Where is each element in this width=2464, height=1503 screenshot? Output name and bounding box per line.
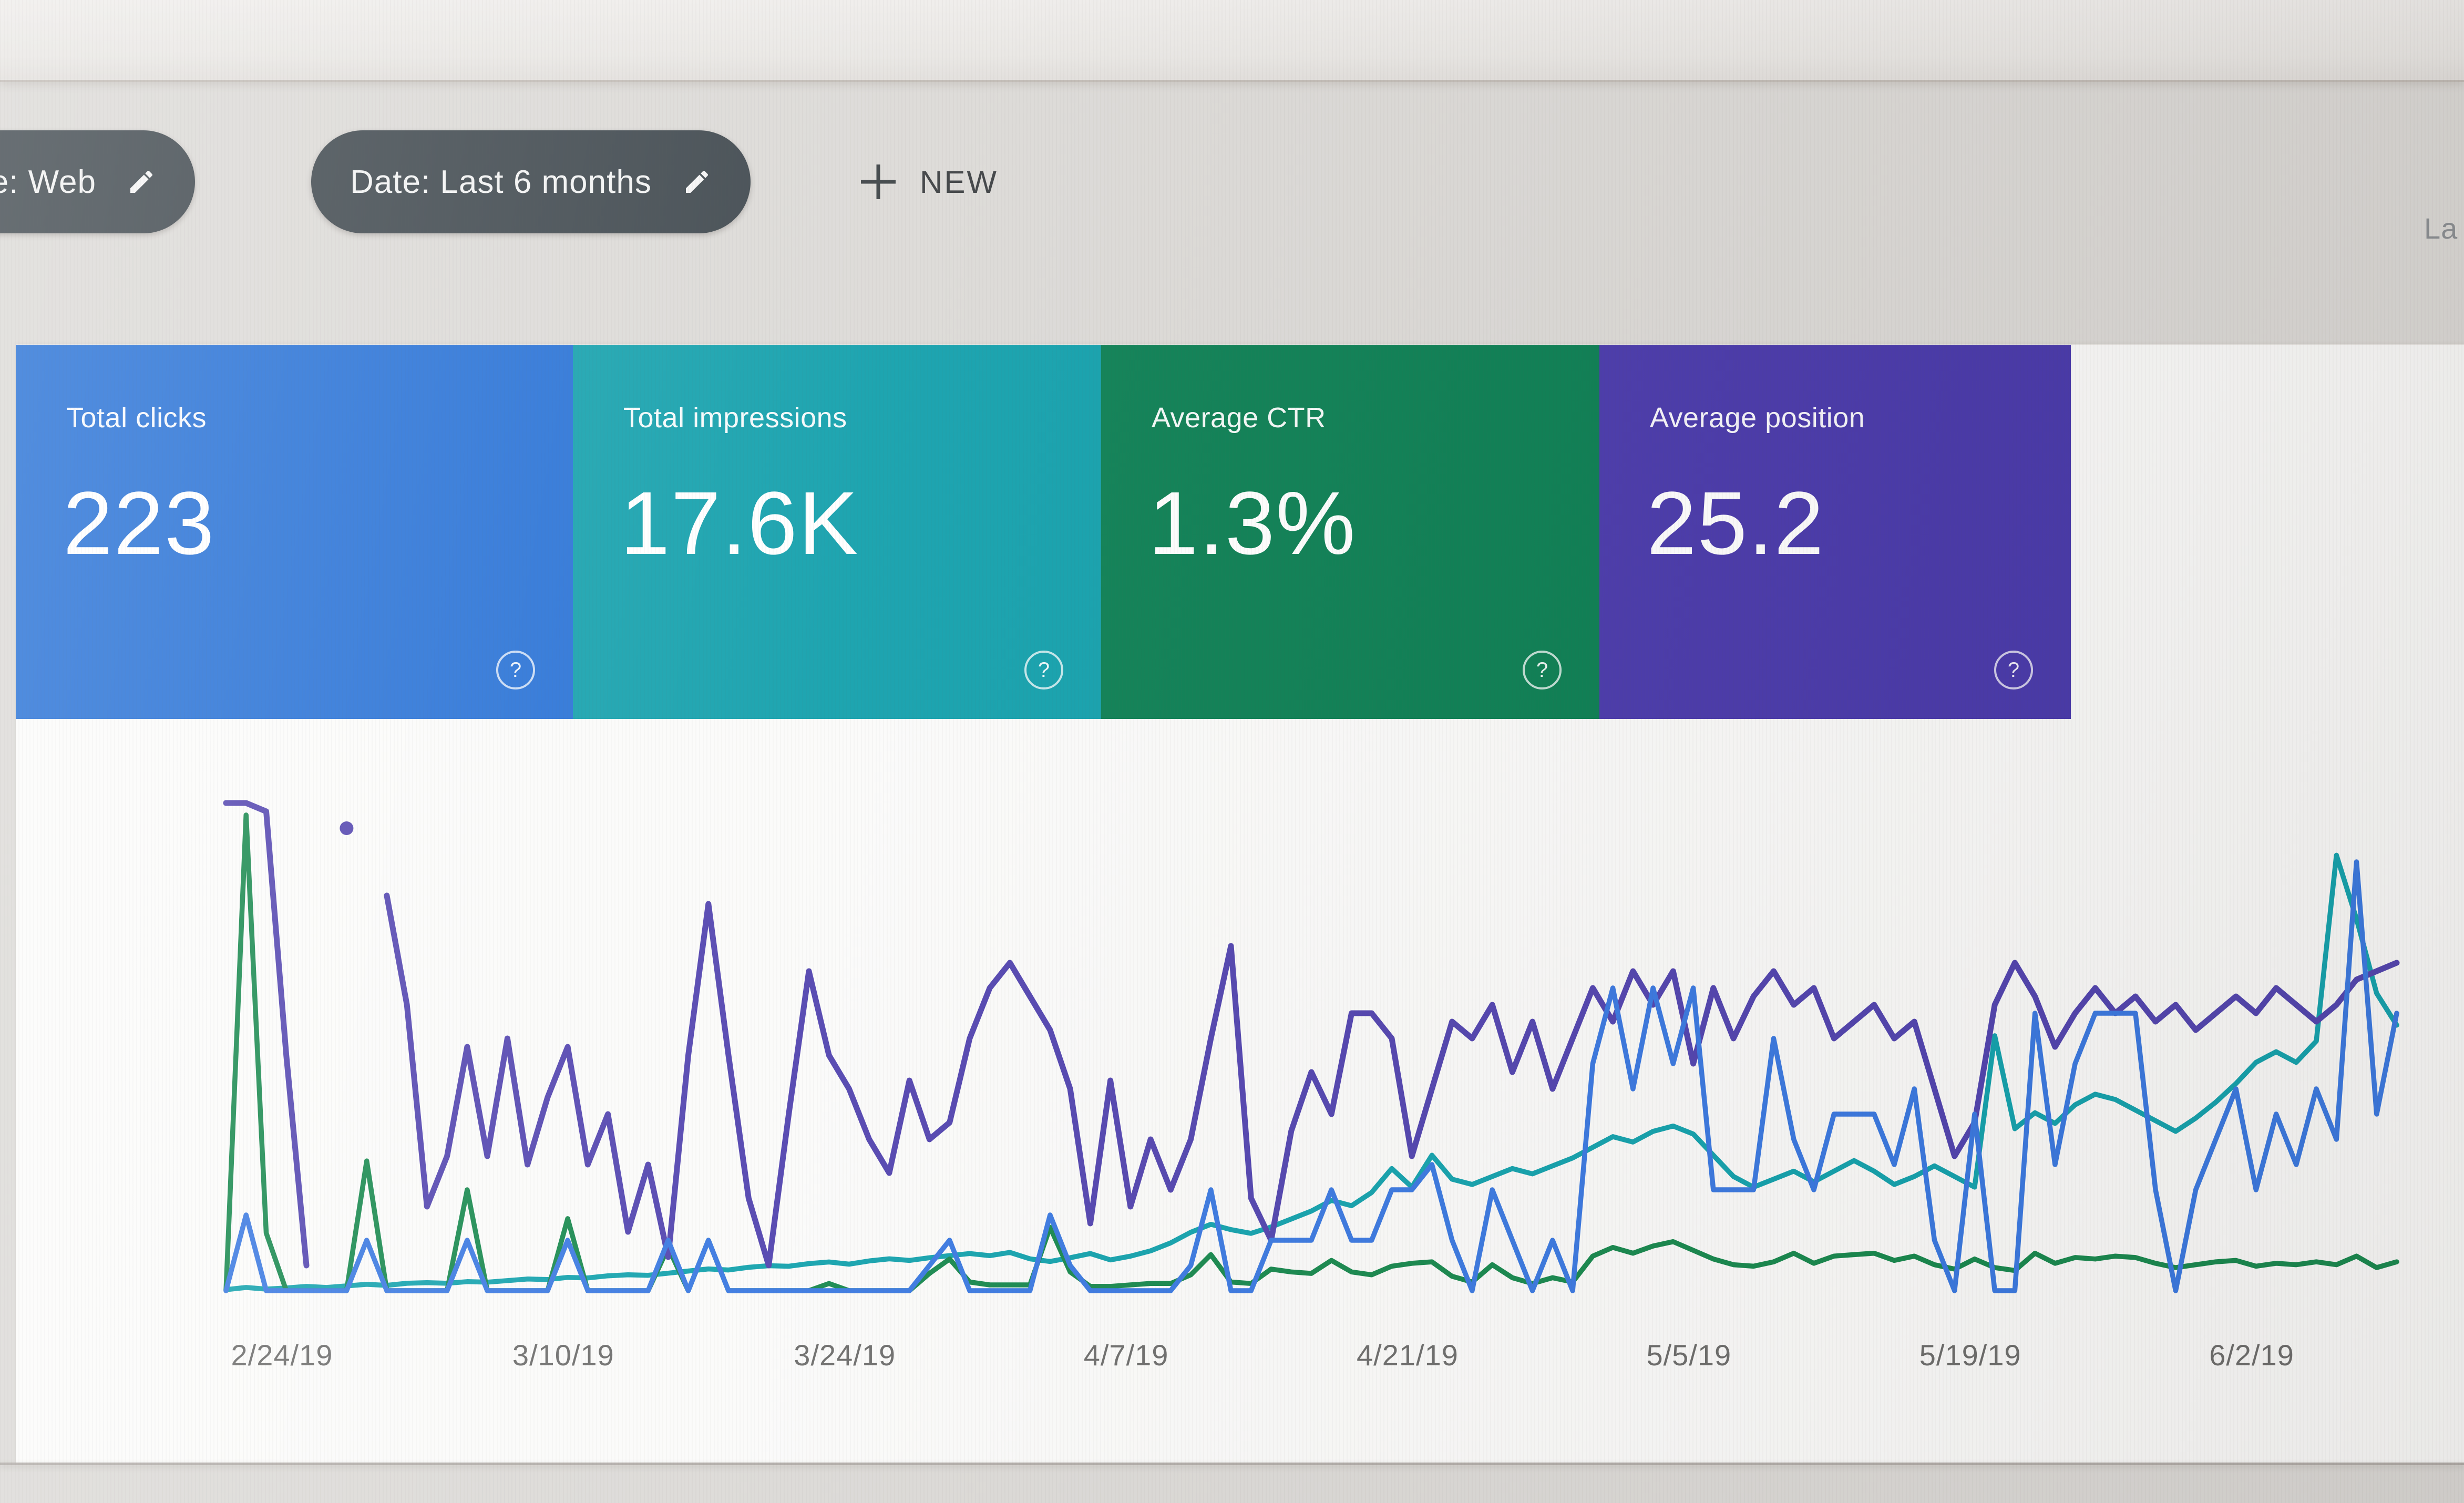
date-range-chip[interactable]: Date: Last 6 months <box>311 130 751 233</box>
metric-label: Average CTR <box>1152 402 1326 434</box>
card-average-ctr[interactable]: Average CTR 1.3% ? <box>1101 345 1599 719</box>
help-icon[interactable]: ? <box>496 651 535 689</box>
filter-bar: type: Web Date: Last 6 months NEW La <box>0 82 2464 345</box>
x-axis-label: 5/19/19 <box>1919 1339 2021 1372</box>
edit-icon[interactable] <box>127 167 156 197</box>
metric-label: Average position <box>1650 402 1865 434</box>
date-range-chip-label: Date: Last 6 months <box>350 163 652 200</box>
performance-panel: Total clicks 223 ? Total impressions 17.… <box>16 344 2464 1463</box>
card-total-impressions[interactable]: Total impressions 17.6K ? <box>573 345 1101 719</box>
new-filter-button[interactable]: NEW <box>858 130 1001 233</box>
last-updated-clipped-text: La <box>2424 212 2458 245</box>
summary-cards: Total clicks 223 ? Total impressions 17.… <box>16 345 2071 719</box>
metric-value: 223 <box>63 473 215 573</box>
metric-label: Total impressions <box>623 402 847 434</box>
performance-chart[interactable]: 2/24/19 3/10/19 3/24/19 4/7/19 4/21/19 5/5/19… <box>223 768 2428 1372</box>
plus-icon <box>861 164 896 199</box>
card-total-clicks[interactable]: Total clicks 223 ? <box>16 345 573 719</box>
help-icon[interactable]: ? <box>1024 651 1063 689</box>
x-axis-label: 3/24/19 <box>794 1339 896 1372</box>
search-type-chip-label: type: Web <box>0 163 97 200</box>
x-axis-label: 4/21/19 <box>1357 1339 1459 1372</box>
metric-label: Total clicks <box>66 402 207 434</box>
new-filter-button-label: NEW <box>920 164 998 200</box>
panel-bottom-divider <box>0 1463 2464 1465</box>
search-type-chip[interactable]: type: Web <box>0 130 196 233</box>
x-axis-label: 2/24/19 <box>231 1339 333 1372</box>
x-axis: 2/24/19 3/10/19 3/24/19 4/7/19 4/21/19 5/5/19… <box>226 1338 2428 1380</box>
edit-icon[interactable] <box>682 167 712 197</box>
x-axis-label: 3/10/19 <box>512 1339 614 1372</box>
x-axis-label: 6/2/19 <box>2209 1339 2294 1372</box>
x-axis-label: 4/7/19 <box>1083 1339 1169 1372</box>
metric-value: 25.2 <box>1647 473 1825 573</box>
card-average-position[interactable]: Average position 25.2 ? <box>1599 345 2071 719</box>
performance-chart-svg <box>223 800 2400 1293</box>
help-icon[interactable]: ? <box>1994 651 2033 689</box>
help-icon[interactable]: ? <box>1523 651 1562 689</box>
x-axis-label: 5/5/19 <box>1646 1339 1732 1372</box>
browser-chrome-strip <box>0 0 2464 82</box>
metric-value: 1.3% <box>1148 473 1357 573</box>
metric-value: 17.6K <box>620 473 859 573</box>
